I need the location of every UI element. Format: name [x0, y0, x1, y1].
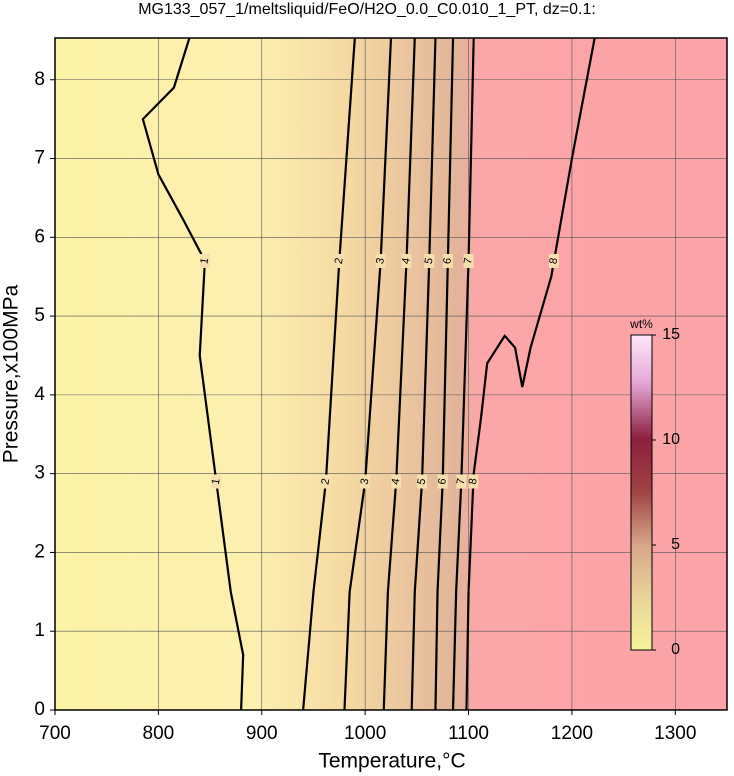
- y-tick-label: 3: [34, 463, 45, 484]
- colorbar-label: wt%: [629, 317, 653, 331]
- x-tick-label: 1200: [551, 723, 593, 744]
- contour-label-bg: [437, 474, 448, 489]
- contour-label: 2: [319, 477, 332, 485]
- x-tick-label: 1100: [448, 723, 489, 744]
- contour-label-bg: [401, 253, 412, 268]
- contour-label: 3: [374, 257, 387, 265]
- y-tick-label: 6: [34, 226, 45, 247]
- contour-label: 1: [210, 477, 223, 485]
- contour-label: 3: [359, 477, 372, 485]
- contour-label-bg: [334, 253, 345, 268]
- contour-label-bg: [320, 474, 331, 489]
- contour-label-bg: [424, 253, 435, 268]
- contour-label: 5: [415, 477, 428, 485]
- contour-label-bg: [456, 474, 467, 489]
- x-tick-label: 1300: [654, 723, 696, 744]
- contour-label-bg: [417, 474, 428, 489]
- contour-label: 4: [390, 477, 403, 485]
- contour-label-bg: [360, 474, 371, 489]
- x-tick-label: 900: [246, 723, 278, 744]
- colorbar-tick-label: 5: [671, 536, 680, 553]
- contour-label-bg: [199, 253, 210, 268]
- contour-label-bg: [375, 253, 386, 268]
- plot-frame: [54, 37, 728, 711]
- y-tick-label: 8: [34, 69, 45, 90]
- y-tick-label: 1: [34, 620, 45, 641]
- x-tick-label: 1000: [344, 723, 386, 744]
- contour-label: 7: [455, 477, 468, 485]
- contour-label-bg: [211, 474, 222, 489]
- x-axis-label: Temperature,°C: [318, 750, 465, 773]
- contour-label: 4: [400, 257, 413, 265]
- contour-label-bg: [549, 253, 560, 268]
- plot-background: [55, 38, 727, 710]
- x-tick-label: 800: [143, 723, 175, 744]
- y-tick-label: 5: [34, 305, 45, 326]
- contour-label: 5: [423, 257, 436, 265]
- chart-title: MG133_057_1/meltsliquid/FeO/H2O_0.0_C0.0…: [138, 1, 596, 18]
- contour-label: 7: [462, 257, 475, 265]
- x-tick-label: 700: [39, 723, 71, 744]
- contour-label: 2: [333, 257, 346, 265]
- colorbar-tick-label: 15: [662, 326, 680, 343]
- contour-label: 8: [467, 477, 480, 485]
- contour-label-bg: [442, 253, 453, 268]
- colorbar-tick-label: 0: [671, 641, 680, 658]
- y-tick-label: 2: [34, 541, 45, 562]
- contour-label: 6: [441, 257, 454, 265]
- contour-label: 8: [547, 257, 560, 265]
- colorbar-tick-label: 10: [662, 431, 680, 448]
- contour-label-bg: [468, 474, 479, 489]
- y-axis-label: Pressure,x100MPa: [0, 284, 23, 463]
- y-tick-label: 7: [34, 148, 45, 169]
- contour-label: 6: [436, 477, 449, 485]
- y-tick-label: 0: [34, 699, 45, 720]
- contour-label: 1: [198, 257, 211, 265]
- colorbar: [630, 334, 653, 651]
- y-tick-label: 4: [34, 384, 45, 405]
- contour-label-bg: [463, 253, 474, 268]
- contour-label-bg: [391, 474, 402, 489]
